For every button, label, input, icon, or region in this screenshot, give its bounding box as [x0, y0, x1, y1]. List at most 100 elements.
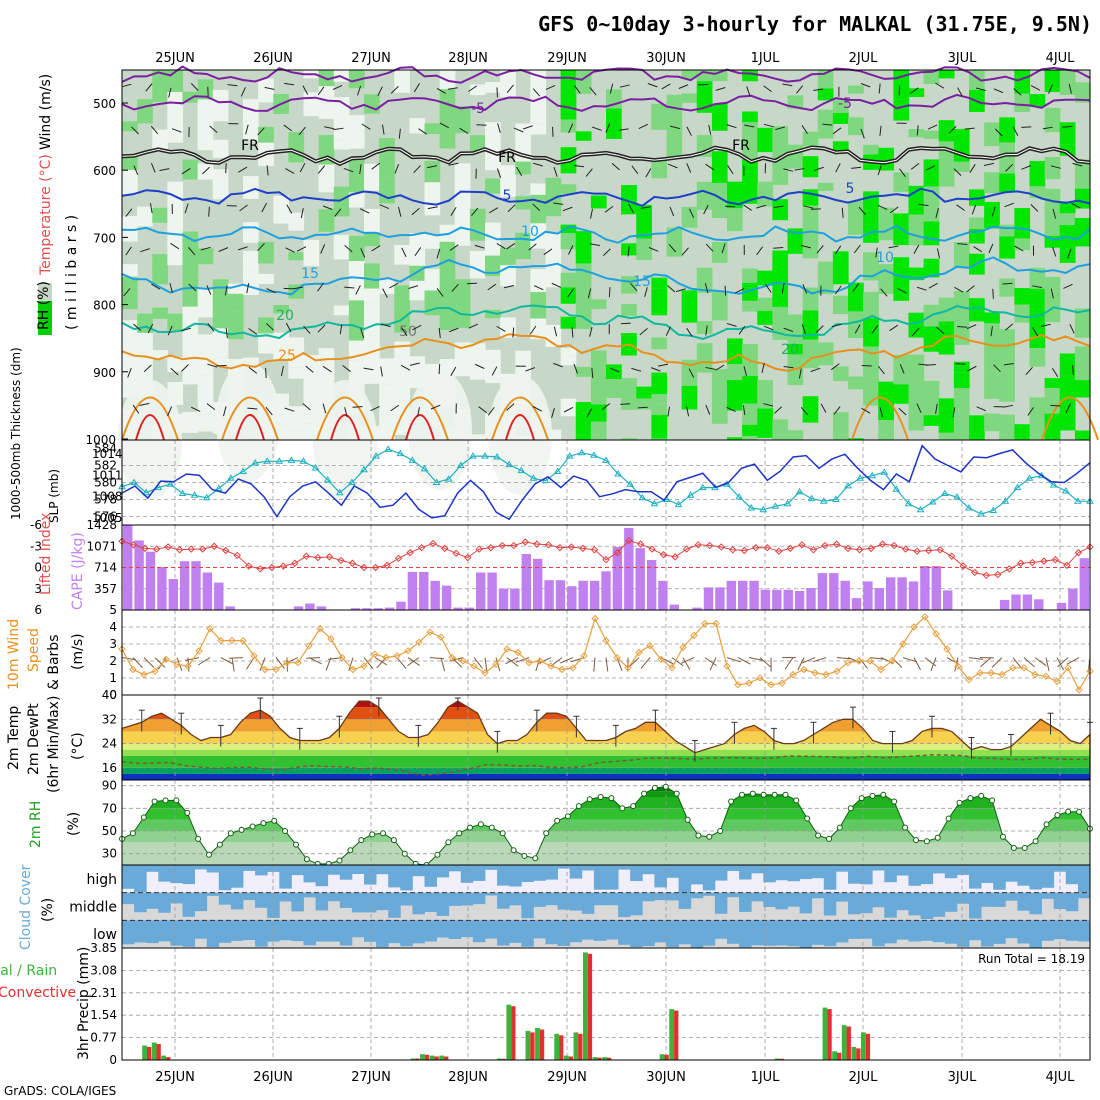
wind-barb [820, 403, 827, 413]
rh-cell [772, 126, 789, 154]
cloud-cover-cell [848, 920, 861, 939]
rh-cell [1059, 132, 1076, 145]
wind-speed-marker [206, 624, 214, 633]
rh-cell [878, 147, 894, 171]
wind-barb [1050, 288, 1054, 299]
rh-cell [666, 94, 683, 107]
wind-speed-marker [932, 630, 940, 638]
cloud-cover-cell [146, 865, 159, 872]
rh-cell [1029, 321, 1046, 338]
rh-cell [621, 303, 637, 316]
wind-barb [589, 87, 597, 96]
rh-cell [802, 310, 819, 340]
rh-cell [348, 70, 365, 89]
wind-barb [532, 406, 543, 412]
wind-barb [154, 657, 166, 668]
rh-marker [575, 803, 582, 810]
rh-cell [424, 234, 441, 249]
cloud-cover-cell [1077, 920, 1091, 942]
wind-barb [357, 85, 362, 96]
rh-cell [1029, 93, 1046, 107]
wind-barb [352, 406, 363, 408]
rh-cell [953, 418, 970, 433]
cape-bar [829, 573, 839, 610]
wind-barb [451, 283, 459, 292]
rh-cell [742, 111, 758, 123]
cape-bar [1056, 602, 1067, 610]
rh-marker [1000, 833, 1006, 840]
wind-barb [438, 327, 441, 339]
lifted-index-marker [590, 546, 599, 554]
wind-barb [488, 207, 499, 214]
rh-cell [999, 224, 1015, 237]
wind-barb [877, 204, 888, 210]
lifted-index-marker [982, 571, 990, 579]
wind-axis-label-b: Speed [26, 628, 42, 672]
wind-barb [545, 84, 556, 90]
wind-barb [969, 164, 976, 173]
slp-axis-label: SLP (mb) [47, 469, 61, 523]
rh-cell [999, 236, 1015, 259]
wind-speed-marker [514, 648, 522, 657]
rh-cell [424, 182, 441, 216]
cloud-cover-cell [545, 865, 558, 880]
cloud-cover-cell [267, 865, 280, 872]
date-label-bottom: 1JUL [751, 1070, 781, 1085]
rh-marker [477, 821, 484, 828]
hot-isotherm [405, 414, 435, 441]
rh-cell [575, 435, 592, 440]
wind-barb [248, 328, 258, 335]
wind-barb [379, 204, 390, 210]
rh-cell [742, 171, 758, 204]
rain-bar [774, 1058, 780, 1060]
rh-cell [772, 171, 789, 185]
cloud-cover-cell [884, 892, 897, 918]
convective-bar [587, 953, 593, 1060]
rh-cell [288, 252, 305, 261]
wind-speed-marker [1042, 672, 1050, 681]
wind-barb [645, 168, 652, 178]
rh-cell [122, 264, 138, 277]
wind-barb [553, 362, 563, 368]
wind-speed-marker [822, 670, 830, 679]
temp-band [122, 707, 1090, 720]
lifted-index-marker [567, 543, 576, 551]
wind-barb [832, 127, 842, 135]
wind-barb [123, 288, 131, 297]
rh-cell [1074, 430, 1091, 440]
date-label-top: 1JUL [751, 51, 781, 66]
wind-barb [918, 203, 929, 207]
wind-tick: 5 [109, 603, 117, 617]
rh-cell [742, 424, 758, 437]
cloud-cover-cell [920, 892, 934, 919]
wind-barb [1027, 407, 1034, 416]
wind-barb [803, 205, 814, 209]
rh-cell [590, 299, 607, 310]
wind-axis-label-c: & Barbs [46, 635, 62, 691]
cloud-cover-cell [739, 920, 752, 948]
cloud-cover-cell [1041, 892, 1055, 899]
cloud-cover-cell [775, 920, 788, 946]
wind-barb [127, 367, 132, 378]
rh-band [122, 831, 1090, 843]
convective-bar [846, 1026, 851, 1060]
rh-cell [848, 311, 864, 339]
rh-cell [197, 375, 214, 397]
li-tick: 6 [34, 603, 42, 617]
thickness-marker [432, 478, 441, 485]
wind-speed-marker [173, 660, 181, 669]
cape-bar [145, 551, 156, 610]
wind-barb [742, 405, 746, 416]
rh-cell [863, 252, 879, 281]
cloud-cover-cell [993, 865, 1006, 890]
cape-bar [760, 589, 771, 610]
wind-speed-marker [899, 640, 907, 648]
thickness-marker [602, 456, 610, 463]
slp-tick: 1014 [92, 447, 123, 461]
wind-barb [1040, 323, 1051, 327]
wind-barb [991, 206, 996, 217]
rh-marker [902, 824, 909, 831]
rh-cell [651, 160, 668, 179]
wind-barb [704, 657, 717, 667]
rh-cell [621, 438, 637, 440]
